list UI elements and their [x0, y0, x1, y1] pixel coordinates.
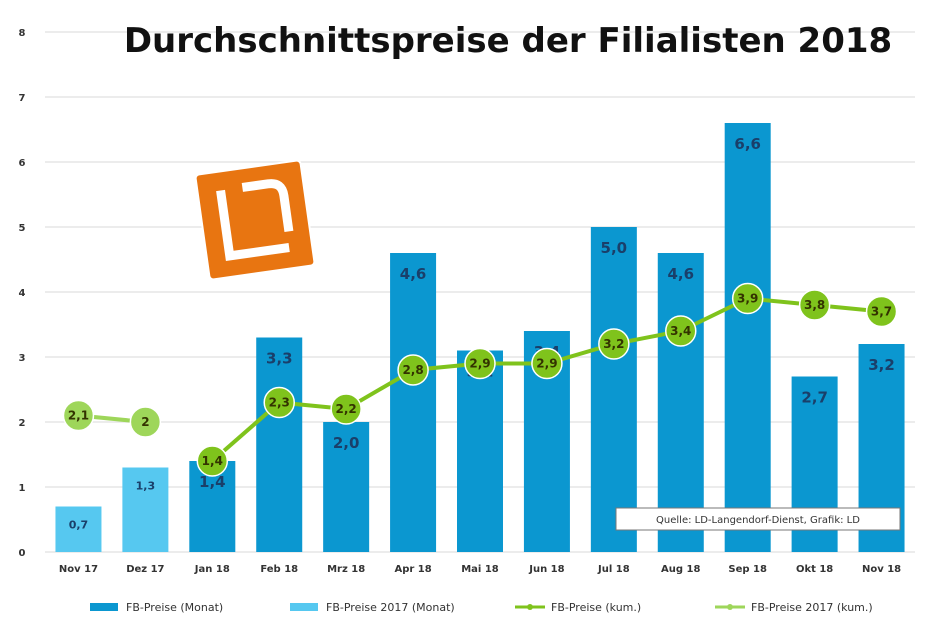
- chart-title: Durchschnittspreise der Filialisten 2018: [124, 21, 892, 61]
- bar-value-label: 2,7: [801, 389, 828, 407]
- line-point: [865, 295, 898, 328]
- x-tick-label: Mai 18: [461, 564, 499, 575]
- bar: [256, 337, 303, 552]
- line-point: [798, 289, 831, 321]
- line-point: [62, 399, 95, 432]
- point-value-label: 2,3: [269, 396, 290, 410]
- point-value-label: 3,4: [670, 324, 691, 338]
- bar: [590, 227, 637, 552]
- x-tick-label: Jan 18: [194, 564, 230, 575]
- line-point: [397, 354, 429, 386]
- y-tick-label: 5: [19, 223, 26, 234]
- bar: [724, 123, 771, 552]
- bar-value-label: 4,6: [667, 265, 694, 283]
- x-tick-label: Nov 17: [59, 564, 98, 575]
- y-tick-label: 6: [19, 158, 26, 169]
- bar-value-label: 1,4: [199, 473, 226, 491]
- point-value-label: 3,7: [871, 305, 892, 319]
- bar-value-label: 0,7: [69, 519, 89, 532]
- bar-value-label: 1,3: [136, 480, 156, 493]
- bar-value-label: 5,0: [601, 239, 628, 257]
- x-tick-label: Jul 18: [597, 564, 630, 575]
- point-value-label: 2,2: [336, 402, 357, 416]
- legend-label: FB-Preise (kum.): [551, 601, 641, 614]
- point-value-label: 3,2: [603, 337, 624, 351]
- source-box: Quelle: LD-Langendorf-Dienst, Grafik: LD: [615, 507, 901, 531]
- y-tick-label: 2: [19, 418, 26, 429]
- line-point: [129, 406, 162, 438]
- x-axis-ticks: Nov 17 Dez 17 Jan 18 Feb 18 Mrz 18 Apr 18 Mai …: [59, 564, 901, 575]
- x-tick-label: Sep 18: [728, 564, 767, 575]
- point-value-label: 1,4: [202, 454, 223, 468]
- x-tick-label: Aug 18: [661, 564, 700, 575]
- legend-label: FB-Preise (Monat): [126, 601, 223, 614]
- y-tick-label: 1: [19, 483, 26, 494]
- bar-value-label: 3,3: [266, 350, 293, 368]
- bar-value-label: 3,2: [868, 356, 895, 374]
- source-text: Quelle: LD-Langendorf-Dienst, Grafik: LD: [656, 515, 860, 526]
- legend-swatch: [90, 603, 118, 611]
- line-point: [731, 282, 764, 315]
- line-point: [464, 347, 496, 380]
- x-tick-label: Mrz 18: [327, 564, 365, 575]
- legend: FB-Preise (Monat) FB-Preise 2017 (Monat) F…: [90, 601, 873, 614]
- point-value-label: 3,9: [737, 292, 758, 306]
- bar: [457, 350, 503, 552]
- line-point: [196, 445, 229, 477]
- legend-label: FB-Preise 2017 (kum.): [751, 601, 873, 614]
- point-value-label: 2: [141, 415, 149, 429]
- x-tick-label: Apr 18: [394, 564, 431, 575]
- bar-value-label: 4,6: [400, 265, 427, 283]
- ld-logo-icon: [194, 159, 316, 281]
- line-point: [598, 328, 630, 360]
- y-tick-label: 0: [19, 548, 26, 559]
- x-tick-label: Dez 17: [126, 564, 164, 575]
- bar-value-label: 6,6: [734, 135, 761, 153]
- point-value-label: 2,9: [469, 357, 490, 371]
- y-tick-label: 3: [19, 353, 26, 364]
- line-point: [665, 315, 697, 347]
- bar: [323, 422, 370, 552]
- x-tick-label: Jun 18: [528, 564, 564, 575]
- legend-marker: [527, 604, 533, 610]
- point-value-label: 2,1: [68, 409, 89, 423]
- point-value-label: 2,9: [536, 357, 557, 371]
- y-tick-label: 8: [19, 28, 26, 39]
- x-tick-label: Nov 18: [862, 564, 901, 575]
- line-points: 1,4 2,3 2,2 2,8 2,9 2,9 3,2 3,4 3,9 3,8 3,7 2,1 2: [62, 282, 898, 477]
- bar: [55, 506, 102, 552]
- bar: [657, 253, 704, 552]
- line-point: [531, 347, 563, 380]
- point-value-label: 2,8: [402, 363, 423, 377]
- bar: [390, 253, 437, 552]
- x-tick-label: Okt 18: [796, 564, 833, 575]
- bar-value-label: 2,0: [333, 434, 360, 452]
- legend-marker: [727, 604, 733, 610]
- line-point: [330, 393, 362, 425]
- y-axis-ticks: 0 1 2 3 4 5 6 7 8: [19, 28, 26, 559]
- legend-label: FB-Preise 2017 (Monat): [326, 601, 455, 614]
- x-tick-label: Feb 18: [260, 564, 298, 575]
- bar: [122, 467, 169, 552]
- point-value-label: 3,8: [804, 298, 825, 312]
- y-tick-label: 4: [19, 288, 26, 299]
- y-tick-label: 7: [19, 93, 26, 104]
- legend-swatch: [290, 603, 318, 611]
- line-point: [263, 386, 295, 419]
